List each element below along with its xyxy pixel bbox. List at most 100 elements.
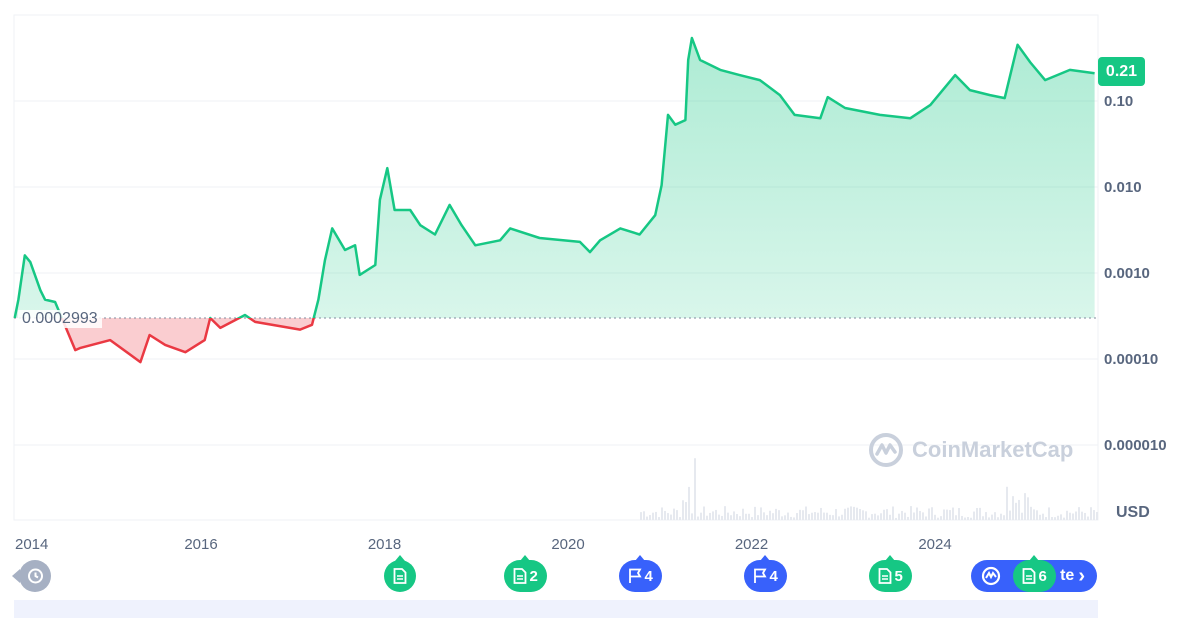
volume-bar: [655, 511, 657, 520]
volume-bar: [997, 517, 999, 520]
volume-bar: [742, 508, 744, 520]
volume-bar: [934, 514, 936, 520]
volume-bar: [793, 517, 795, 520]
area-fill-down: [14, 318, 1095, 363]
volume-bar: [943, 509, 945, 520]
volume-bar: [985, 512, 987, 520]
volume-bar: [802, 510, 804, 520]
volume-bar: [1084, 512, 1086, 520]
volume-bar: [967, 517, 969, 520]
volume-bar: [670, 514, 672, 520]
volume-bar: [1090, 507, 1092, 520]
volume-bar: [823, 512, 825, 520]
volume-bar: [775, 508, 777, 520]
event-marker-news[interactable]: [384, 555, 416, 592]
event-count: 5: [894, 567, 903, 585]
volume-bar: [751, 517, 753, 520]
volume-bar: [865, 511, 867, 520]
volume-bar: [814, 512, 816, 520]
volume-bar: [805, 506, 807, 520]
x-tick-label: 2016: [184, 536, 217, 553]
x-tick-label: 2014: [15, 536, 48, 553]
volume-bar: [667, 513, 669, 520]
volume-bar: [907, 516, 909, 520]
volume-bar: [922, 512, 924, 520]
volume-bar: [991, 514, 993, 520]
event-marker-news[interactable]: 2: [503, 555, 547, 592]
x-tick-label: 2018: [368, 536, 401, 553]
volume-bar: [937, 517, 939, 520]
currency-label: USD: [1116, 504, 1150, 521]
volume-bar: [886, 509, 888, 520]
volume-bar: [1030, 506, 1032, 520]
volume-bar: [796, 513, 798, 520]
volume-bar: [940, 516, 942, 520]
event-marker-news[interactable]: 6: [1012, 555, 1056, 592]
volume-bar: [1054, 517, 1056, 520]
volume-bar: [766, 515, 768, 520]
volume-bar: [745, 513, 747, 520]
volume-bar: [1096, 512, 1098, 520]
y-tick-label: 0.000010: [1104, 437, 1167, 454]
volume-bar: [1087, 516, 1089, 520]
volume-bar: [1006, 486, 1008, 520]
volume-bar: [868, 517, 870, 520]
event-marker-history[interactable]: [12, 560, 51, 592]
volume-bar: [898, 513, 900, 520]
document-icon: [1022, 568, 1036, 584]
flag-icon: [753, 568, 767, 584]
volume-bar: [904, 512, 906, 520]
price-line-up: [13, 36, 1095, 319]
price-chart[interactable]: 0.10 0.010 0.0010 0.00010 0.000010 2014 2016 2…: [0, 0, 1200, 600]
watermark: CoinMarketCap: [868, 432, 1073, 468]
volume-bar: [781, 516, 783, 520]
volume-bar: [964, 517, 966, 520]
volume-bar: [736, 514, 738, 520]
range-navigator[interactable]: [14, 600, 1098, 618]
volume-bar: [979, 507, 981, 520]
volume-bar: [652, 512, 654, 520]
volume-bar: [925, 516, 927, 520]
chevron-right-icon: ›: [1078, 564, 1085, 587]
event-marker-milestone[interactable]: 4: [618, 555, 662, 592]
document-icon: [513, 568, 527, 584]
volume-bar: [1021, 512, 1023, 520]
volume-bar: [835, 509, 837, 520]
volume-bar: [643, 511, 645, 520]
flag-icon: [628, 568, 642, 584]
volume-bar: [1042, 513, 1044, 520]
volume-bar: [811, 512, 813, 520]
volume-bar: [871, 514, 873, 520]
volume-bar: [1036, 510, 1038, 520]
volume-bar: [949, 510, 951, 520]
x-tick-label: 2024: [918, 536, 951, 553]
volume-bar: [769, 510, 771, 520]
volume-bar: [799, 509, 801, 520]
volume-bar: [877, 515, 879, 520]
volume-bar: [1066, 510, 1068, 520]
volume-bar: [1075, 511, 1077, 520]
volume-bar: [874, 513, 876, 520]
volume-bar: [829, 514, 831, 520]
event-marker-news[interactable]: 5: [868, 555, 912, 592]
volume-bar: [1048, 507, 1050, 520]
volume-bar: [1027, 497, 1029, 520]
volume-bar: [712, 511, 714, 520]
x-tick-label: 2022: [735, 536, 768, 553]
volume-bar: [1003, 515, 1005, 520]
event-count: 4: [769, 567, 778, 585]
volume-bar: [817, 512, 819, 520]
volume-bar: [913, 512, 915, 520]
volume-bar: [892, 506, 894, 520]
volume-bar: [739, 516, 741, 520]
volume-bar: [976, 508, 978, 520]
volume-bar: [841, 514, 843, 520]
volume-bar: [688, 486, 690, 520]
volume-bar: [721, 515, 723, 520]
volume-bar: [859, 509, 861, 520]
volume-bar: [994, 512, 996, 520]
event-marker-milestone[interactable]: 4: [743, 555, 787, 592]
y-tick-label: 0.0010: [1104, 265, 1150, 282]
volume-bar: [955, 515, 957, 520]
volume-bar: [853, 506, 855, 520]
